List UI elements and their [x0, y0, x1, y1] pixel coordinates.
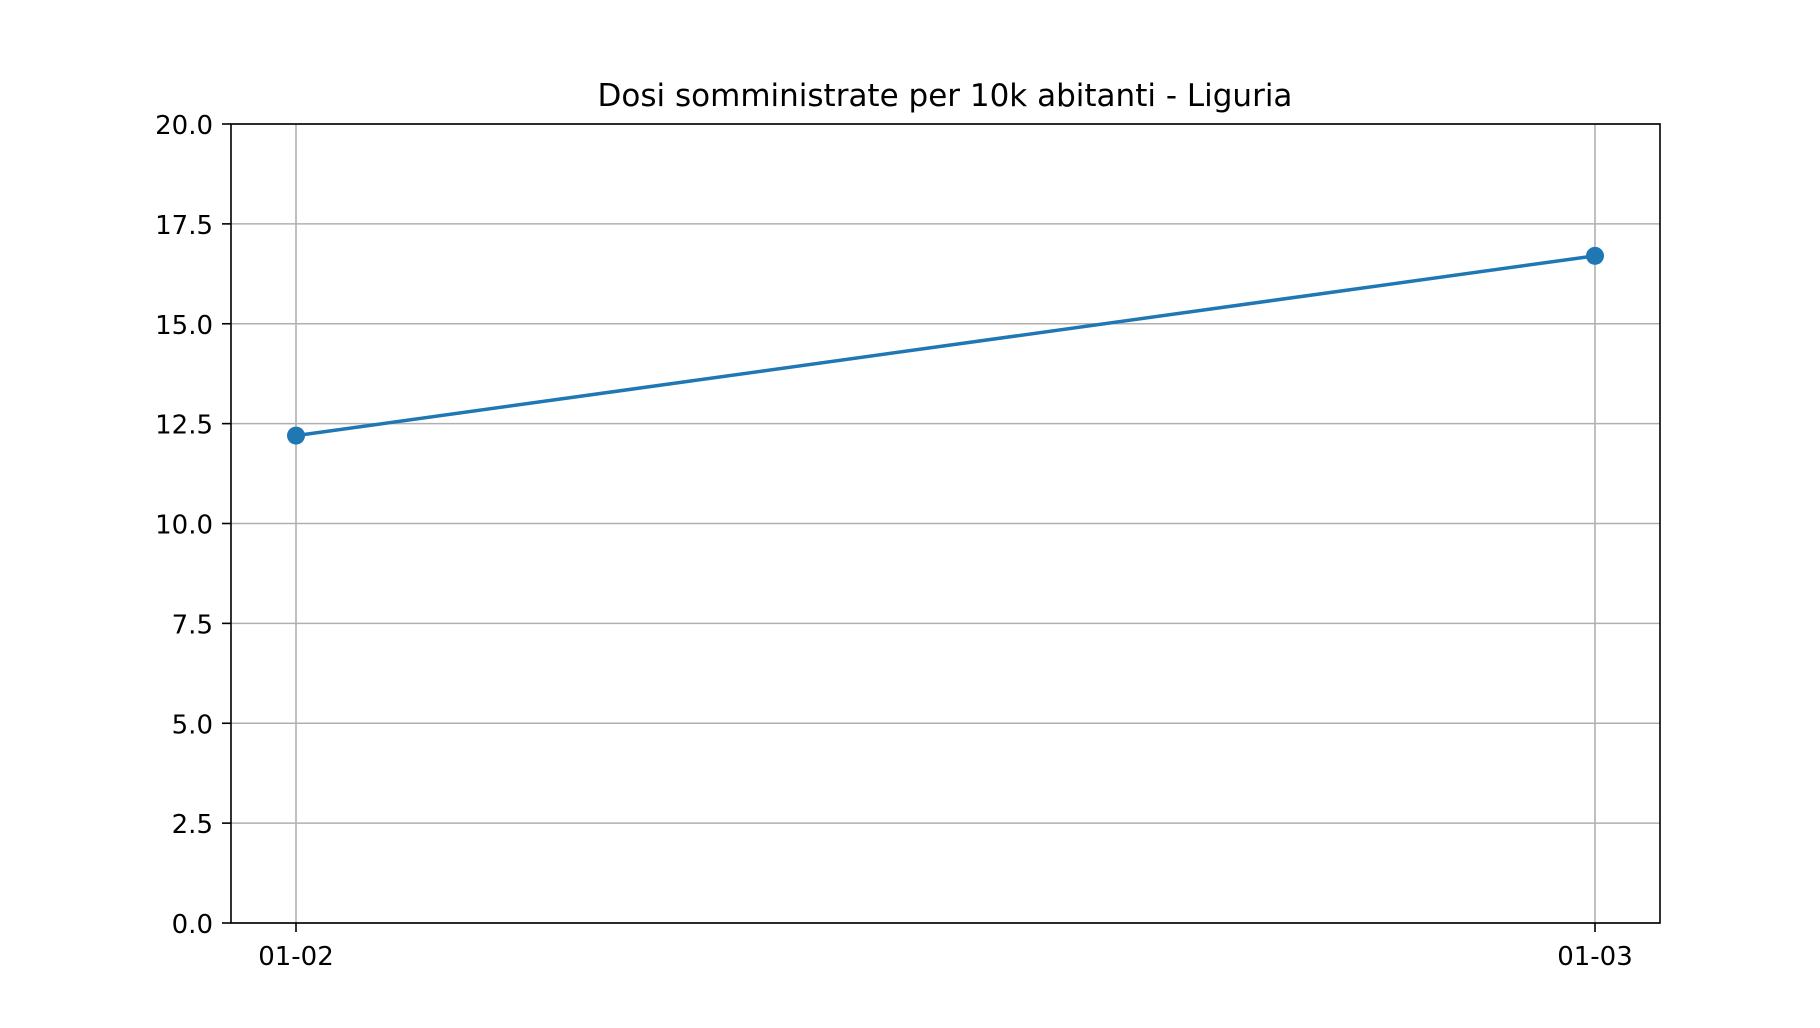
y-tick-label: 15.0 — [155, 311, 213, 341]
data-point — [287, 426, 305, 445]
chart-title: Dosi somministrate per 10k abitanti - Li… — [598, 78, 1293, 114]
y-axis: 0.0 2.5 5.0 7.5 10.0 12.5 15.0 17.5 20.0 — [155, 111, 231, 940]
x-axis: 01-02 01-03 — [258, 923, 1633, 972]
y-tick-label: 12.5 — [155, 411, 213, 441]
series-layer — [287, 246, 1604, 445]
y-tick-label: 2.5 — [172, 810, 213, 840]
data-point — [1586, 246, 1604, 265]
y-tick-label: 7.5 — [172, 610, 213, 640]
series-line — [295, 254, 1596, 438]
y-tick-label: 5.0 — [172, 710, 213, 740]
y-tick-label: 10.0 — [155, 511, 213, 541]
y-tick-label: 0.0 — [172, 910, 213, 940]
x-tick-label: 01-02 — [258, 942, 334, 972]
y-tick-label: 20.0 — [155, 111, 213, 141]
x-tick-label: 01-03 — [1557, 942, 1633, 972]
y-tick-label: 17.5 — [155, 211, 213, 241]
